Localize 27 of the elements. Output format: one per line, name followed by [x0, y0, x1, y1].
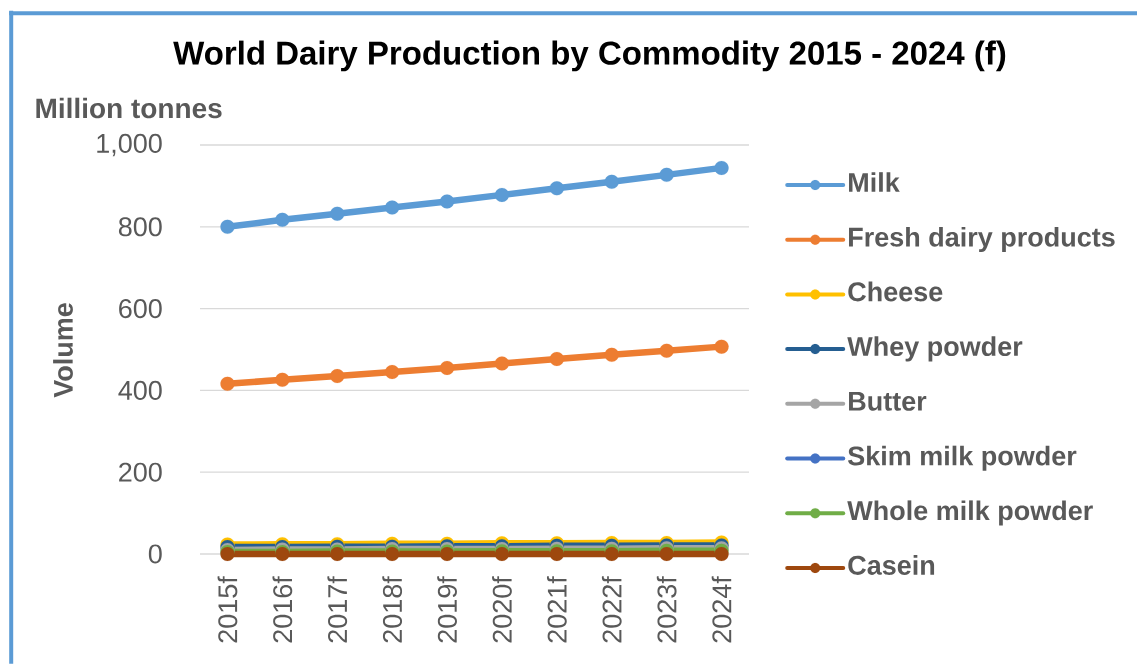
y-tick-label: 200 [119, 462, 162, 482]
text: Million tonnes [36, 97, 222, 119]
x-tick-label: 2017f [327, 576, 348, 643]
legend-label: Cheese [848, 281, 943, 302]
legend-label: Whole milk powder [847, 500, 1093, 526]
x-tick-label: 2020f [492, 576, 512, 643]
y-tick-label: 1,000 [97, 133, 162, 157]
x-tick-label: 2024f [711, 576, 732, 643]
x-tick-label: 2022f [601, 576, 622, 643]
legend-label: Fresh dairy products [849, 226, 1115, 253]
y-axis-title: Volume [53, 303, 73, 398]
x-tick-label: 2021f [546, 576, 567, 643]
x-tick-label: 2018f [382, 576, 403, 643]
legend-label: Skim milk powder [848, 445, 1077, 471]
y-tick-label: 0 [148, 544, 162, 564]
x-tick-label: 2015f [217, 576, 238, 643]
legend-label: Milk [849, 172, 900, 192]
legend-label: Butter [849, 391, 927, 411]
x-tick-label: 2019f [437, 576, 457, 643]
y-tick-label: 800 [118, 217, 162, 237]
legend-label: Whey powder [847, 336, 1023, 362]
x-tick-label: 2016f [272, 576, 293, 643]
y-tick-label: 400 [118, 380, 162, 400]
x-tick-label: 2023f [656, 576, 677, 643]
legend-label: Casein [848, 555, 935, 575]
y-tick-label: 600 [119, 299, 162, 319]
chart-title: World Dairy Production by Commodity 2015 - 2024 (f) [173, 40, 1006, 72]
